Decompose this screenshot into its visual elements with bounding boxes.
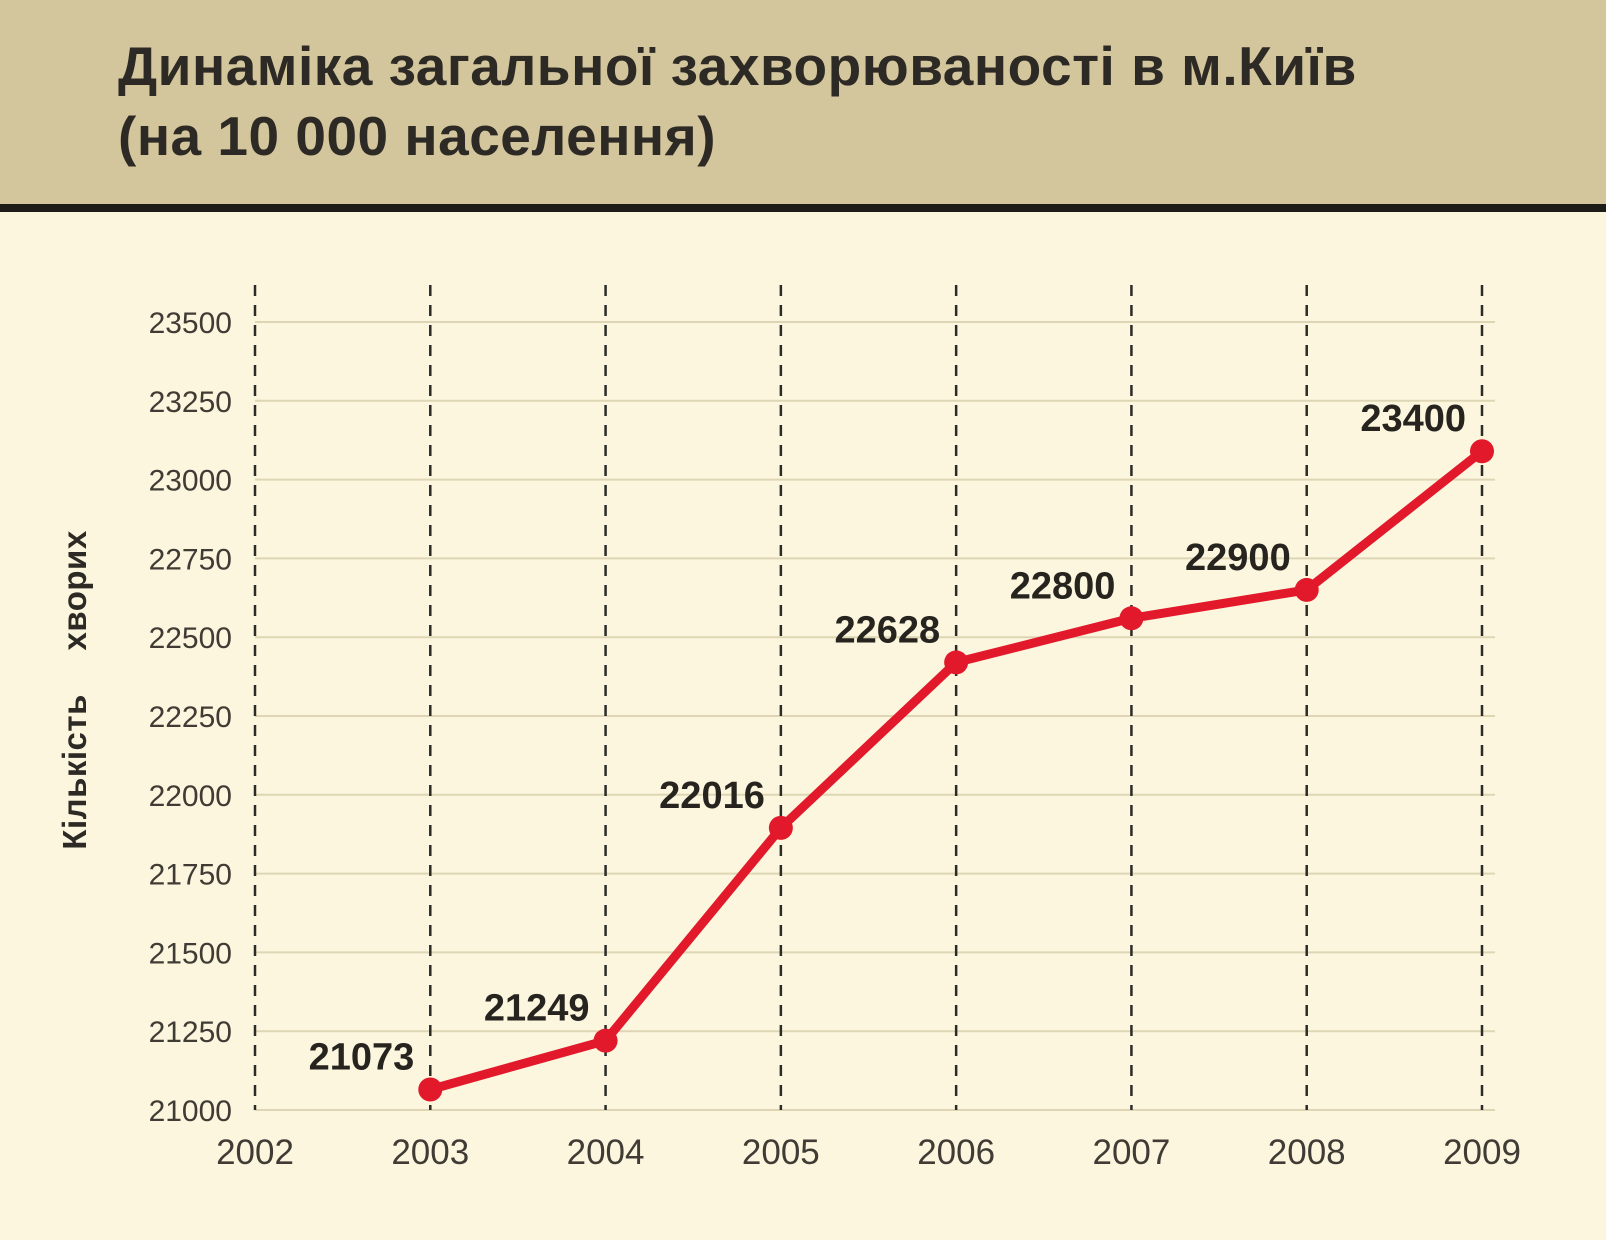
data-point: [768, 815, 793, 840]
y-tick-label: 23000: [149, 465, 232, 498]
x-tick-label: 2009: [1443, 1133, 1521, 1172]
header-divider: [0, 204, 1606, 212]
y-tick-label: 21750: [149, 859, 232, 892]
data-point: [1470, 439, 1494, 464]
data-point-label: 22900: [1185, 537, 1291, 579]
x-tick-label: 2003: [391, 1133, 469, 1172]
chart-header: Динаміка загальної захворюваності в м.Ки…: [0, 0, 1606, 204]
y-tick-label: 22250: [149, 701, 232, 734]
y-tick-label: 22500: [149, 622, 232, 655]
chart-title: Динаміка загальної захворюваності в м.Ки…: [118, 32, 1546, 172]
x-tick-label: 2002: [216, 1133, 294, 1172]
title-line-1: Динаміка загальної захворюваності в м.Ки…: [118, 35, 1357, 97]
y-tick-label: 21500: [149, 937, 232, 970]
x-tick-label: 2007: [1092, 1133, 1170, 1172]
data-point-label: 23400: [1360, 398, 1466, 440]
title-line-2: (на 10 000 населення): [118, 104, 717, 167]
data-point: [1119, 606, 1144, 631]
data-point: [593, 1028, 618, 1053]
data-point: [944, 650, 969, 675]
data-point: [418, 1077, 443, 1102]
x-tick-label: 2006: [917, 1133, 995, 1172]
data-point-label: 22628: [834, 609, 940, 651]
x-tick-label: 2008: [1268, 1133, 1346, 1172]
y-tick-label: 21000: [149, 1095, 232, 1128]
y-axis-title: Кількість хворих: [56, 530, 93, 850]
y-tick-label: 22750: [149, 543, 232, 576]
y-tick-label: 21250: [149, 1016, 232, 1049]
y-tick-label: 23250: [149, 386, 232, 419]
chart-area: Кількість хворих 21000 21250 21500 21750 220…: [0, 212, 1606, 1240]
y-tick-label: 22000: [149, 780, 232, 813]
y-tick-label: 23500: [149, 307, 232, 340]
x-tick-label: 2004: [567, 1133, 645, 1172]
x-tick-label: 2005: [742, 1133, 820, 1172]
line-chart: 21000 21250 21500 21750 22000 22250 22500 22750…: [149, 285, 1521, 1172]
data-point-label: 21249: [484, 988, 590, 1030]
data-point-label: 22800: [1010, 565, 1116, 607]
data-point-label: 22016: [659, 775, 765, 817]
data-point: [1294, 577, 1319, 602]
data-point-label: 21073: [309, 1037, 415, 1079]
